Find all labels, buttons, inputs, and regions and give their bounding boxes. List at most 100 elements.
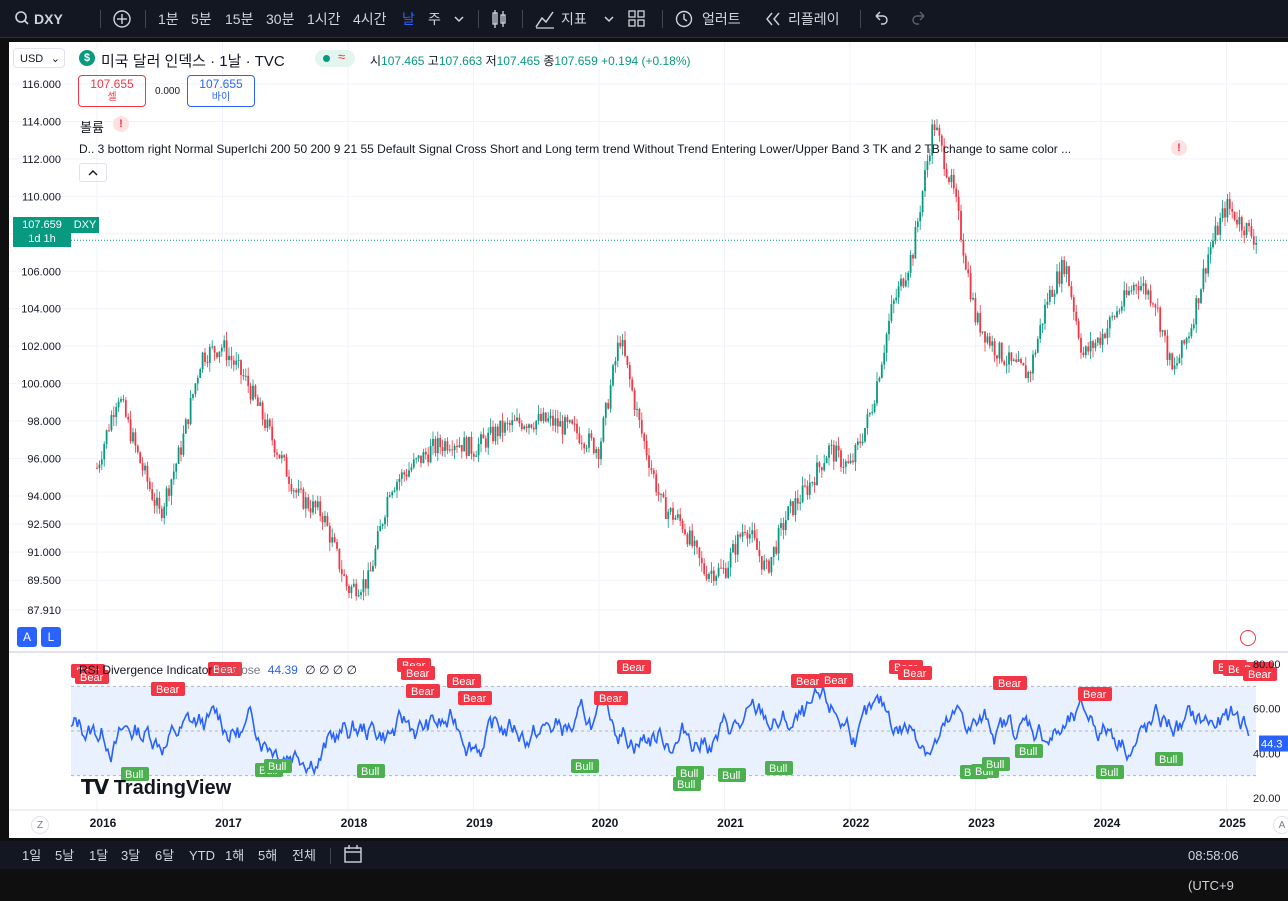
chart-panel[interactable]: Bear Bear Bear Bear Bear Bear Bear Bear Bear Bear… [9,42,1288,838]
candle-body [136,445,139,453]
log-scale-button[interactable]: L [41,627,61,647]
candle-body [1207,254,1210,274]
clock-timezone[interactable]: 08:58:06 (UTC+9 [1188,848,1239,893]
candle-body [1192,324,1195,329]
candle-body [1068,266,1070,286]
range-1d[interactable]: 1일 [22,848,42,863]
interval-30m[interactable]: 30분 [266,11,295,27]
auto-scale-button[interactable]: A [17,627,37,647]
indicators-button[interactable]: 지표 [561,11,587,27]
candle-body [415,458,418,460]
warning-icon[interactable]: ! [113,116,129,132]
candle-body [468,436,470,456]
candle-body [232,360,235,365]
chevron-down-icon[interactable] [453,0,465,38]
candle-body [223,340,226,348]
bear-signal-tag: Bear [1243,667,1277,681]
zoom-button[interactable]: Z [31,816,49,834]
interval-week[interactable]: 주 [428,11,441,27]
superichi-indicator-legend[interactable]: D.. 3 bottom right Normal SuperIchi 200 … [79,142,1072,156]
candle-body [235,360,238,365]
candle-body [710,570,713,574]
candle-body [218,351,221,358]
range-6m[interactable]: 6달 [155,848,175,863]
layout-grid-icon[interactable] [628,0,646,38]
replay-icon[interactable] [764,0,782,38]
warning-icon[interactable]: ! [1171,140,1187,156]
candle-body [247,375,250,387]
currency-selector[interactable]: USD ⌄ [13,48,65,68]
flag-icon[interactable] [1240,630,1256,646]
candle-body [228,355,230,361]
candle-body [1063,260,1066,275]
svg-text:Bear: Bear [796,676,820,688]
candle-body [463,437,466,452]
candle-body [1077,321,1080,338]
rsi-value-tag-text: 44.3 [1261,739,1282,751]
candle-body [525,426,528,428]
collapse-legend-button[interactable] [79,163,107,182]
candle-type-icon[interactable] [490,0,508,38]
search-icon[interactable] [14,0,30,38]
time-axis-label: 2025 [1219,816,1246,830]
interval-5m[interactable]: 5분 [191,11,212,27]
replay-button[interactable]: 리플레이 [788,11,840,27]
candle-body [297,488,300,493]
candle-body [664,497,667,519]
range-3m[interactable]: 3달 [121,848,141,863]
redo-icon[interactable] [910,0,928,38]
candle-body [1180,340,1183,358]
candle-body [746,532,749,539]
tv-icon: 𝗧𝗩 [81,777,109,799]
market-status-badge[interactable]: ≈ [315,49,355,67]
interval-day[interactable]: 날 [402,11,415,27]
calendar-icon[interactable] [343,841,363,869]
add-symbol-icon[interactable] [112,0,132,38]
candle-body [784,520,787,531]
price-tick-label: 91.000 [27,547,61,559]
candle-body [194,383,197,395]
chevron-down-icon[interactable] [603,0,615,38]
interval-1h[interactable]: 1시간 [307,11,341,27]
range-ytd[interactable]: YTD [189,848,215,863]
undo-icon[interactable] [872,0,890,38]
tradingview-logo: 𝗧𝗩 TradingView [81,777,232,799]
chart-canvas[interactable]: Bear Bear Bear Bear Bear Bear Bear Bear Bear Bear… [9,42,1288,838]
bull-signal-tag: Bull [718,768,746,782]
volume-legend[interactable]: 볼륨 [80,120,104,135]
candle-body [422,451,425,464]
symbol-search-button[interactable]: DXY [34,11,63,27]
range-5y[interactable]: 5해 [258,848,278,863]
alert-button[interactable]: 얼러트 [702,11,741,27]
svg-text:Bull: Bull [722,770,740,782]
candle-body [520,423,523,430]
candle-body [799,502,802,504]
candle-body [552,415,554,426]
settings-button[interactable]: A [1273,816,1288,834]
range-1y[interactable]: 1해 [225,848,245,863]
indicators-icon[interactable] [535,0,555,38]
bull-signal-tag: Bull [765,761,793,775]
bear-signal-tag: Bear [898,666,932,680]
candle-body [643,433,646,442]
candle-body [309,508,312,513]
alert-clock-icon[interactable] [674,0,694,38]
range-5d[interactable]: 5날 [55,848,75,863]
interval-15m[interactable]: 15분 [225,11,254,27]
candle-body [1195,298,1198,325]
rsi-legend[interactable]: RSI Divergence Indicator 14 close 44.39 … [79,663,357,677]
interval-4h[interactable]: 4시간 [353,11,387,27]
range-all[interactable]: 전체 [292,848,316,863]
candle-body [98,464,101,469]
buy-button[interactable]: 107.655 바이 [187,75,255,107]
price-tick-label: 102.000 [21,341,61,353]
range-1m[interactable]: 1달 [89,848,109,863]
candle-body [993,341,996,356]
candle-body [688,530,691,545]
interval-1m[interactable]: 1분 [158,11,179,27]
sell-button[interactable]: 107.655 셀 [78,75,146,107]
candle-body [304,497,307,509]
candle-body [919,212,922,222]
candle-body [1128,290,1130,295]
candle-body [842,466,845,468]
